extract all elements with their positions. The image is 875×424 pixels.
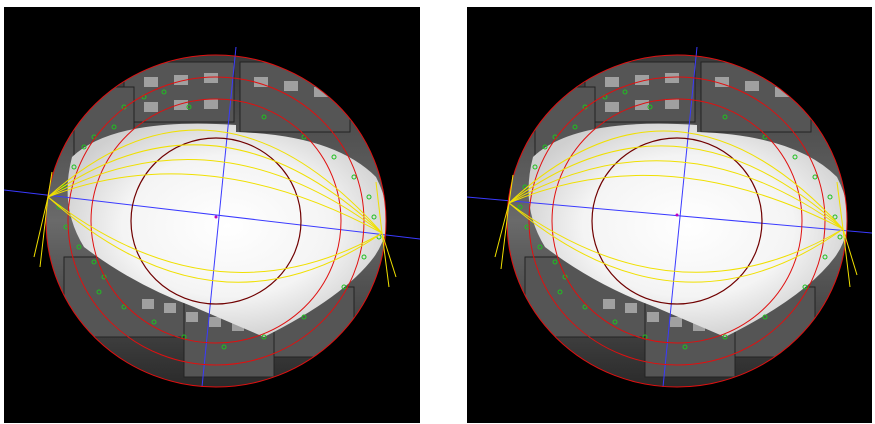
axis-lines-right bbox=[467, 46, 872, 388]
yellow-curves-left bbox=[33, 129, 397, 288]
outer-ring-left bbox=[45, 54, 387, 388]
feature-points-left bbox=[56, 89, 382, 350]
inner-ring-right bbox=[591, 137, 763, 305]
inner-ring-left bbox=[130, 137, 302, 305]
principal-point-left bbox=[214, 215, 218, 219]
axis-lines-left bbox=[4, 46, 420, 388]
fisheye-image-right bbox=[467, 46, 872, 388]
principal-point-right bbox=[675, 213, 679, 217]
fisheye-disc-right bbox=[507, 55, 847, 387]
fisheye-disc-left bbox=[46, 55, 386, 387]
yellow-curves-right bbox=[494, 130, 858, 288]
fisheye-image-left bbox=[4, 46, 420, 388]
fisheye-panel-left bbox=[4, 7, 420, 423]
fisheye-panel-right bbox=[467, 7, 872, 423]
